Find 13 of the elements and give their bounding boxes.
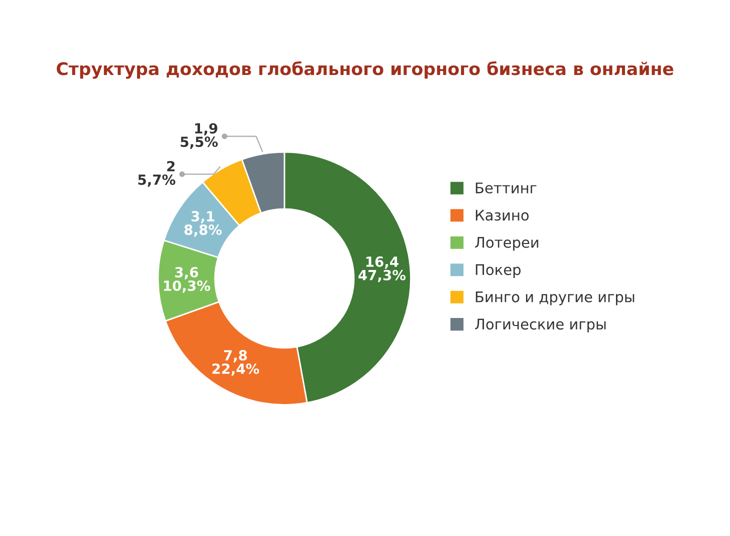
legend-label: Логические игры (475, 318, 606, 332)
data-label: 2 5,7% (138, 160, 176, 187)
data-label: 7,8 22,4% (212, 350, 260, 376)
legend-label: Беттинг (476, 182, 536, 194)
data-label: 3,6 10,3% (164, 267, 210, 293)
data-label: 16,4 47,3% (358, 256, 406, 282)
chart-title: Структура доходов глобального игорного бизнеса в онлайне (56, 61, 674, 79)
legend-label: Лотереи (475, 237, 538, 251)
legend-label: Казино (476, 210, 529, 221)
data-label: 1,9 5,5% (180, 123, 218, 149)
data-label: 3,1 8,8% (184, 211, 222, 237)
legend-label: Бинго и другие игры (476, 292, 634, 306)
legend-label: Покер (476, 264, 521, 278)
